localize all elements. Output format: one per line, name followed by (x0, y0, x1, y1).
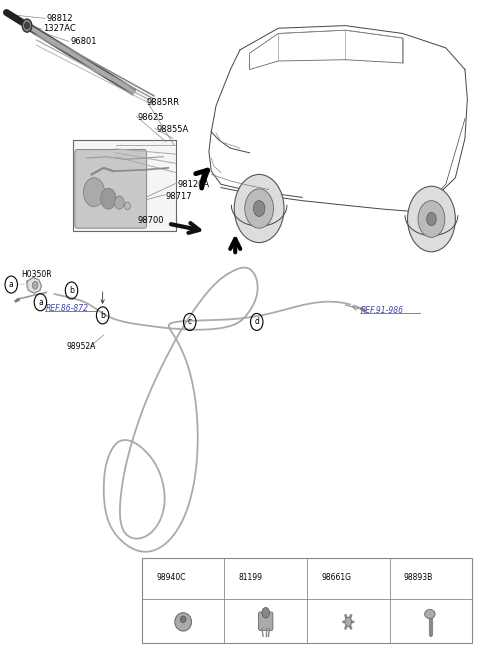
FancyBboxPatch shape (73, 140, 176, 231)
Text: 98855A: 98855A (156, 125, 189, 134)
FancyBboxPatch shape (259, 612, 273, 631)
Text: REF.86-872: REF.86-872 (46, 304, 89, 313)
Text: a: a (38, 298, 43, 307)
FancyBboxPatch shape (75, 150, 147, 228)
Text: c: c (188, 317, 192, 327)
Circle shape (253, 200, 265, 216)
Text: b: b (229, 573, 234, 582)
Text: b: b (69, 286, 74, 295)
FancyArrowPatch shape (349, 624, 351, 628)
Text: c: c (312, 573, 316, 582)
Ellipse shape (175, 613, 192, 631)
Circle shape (32, 281, 38, 289)
Text: 98625: 98625 (137, 113, 164, 122)
Text: 98893B: 98893B (404, 573, 433, 582)
Circle shape (84, 177, 105, 206)
Text: b: b (100, 311, 105, 320)
Text: d: d (254, 317, 259, 327)
Text: 98120A: 98120A (178, 180, 210, 189)
FancyBboxPatch shape (142, 558, 472, 643)
Text: 98717: 98717 (166, 192, 192, 200)
Polygon shape (27, 277, 41, 293)
FancyArrowPatch shape (349, 616, 351, 620)
Text: 1327AC: 1327AC (43, 24, 75, 34)
Text: 98661G: 98661G (322, 573, 351, 582)
Text: 98940C: 98940C (156, 573, 186, 582)
FancyArrowPatch shape (346, 624, 347, 628)
Text: d: d (394, 573, 399, 582)
FancyArrowPatch shape (346, 616, 347, 620)
Circle shape (234, 174, 284, 242)
Text: H0350R: H0350R (21, 270, 51, 279)
Circle shape (345, 618, 352, 627)
Circle shape (418, 200, 445, 237)
Text: 96801: 96801 (70, 37, 96, 46)
Text: 9885RR: 9885RR (147, 98, 180, 107)
Text: 98700: 98700 (137, 215, 164, 225)
Circle shape (408, 186, 456, 252)
Text: 98952A: 98952A (67, 342, 96, 351)
Circle shape (245, 189, 274, 228)
Circle shape (115, 196, 124, 209)
Text: REF.91-986: REF.91-986 (360, 306, 404, 315)
Circle shape (22, 19, 32, 32)
Circle shape (427, 212, 436, 225)
Text: 98812: 98812 (46, 14, 72, 23)
Ellipse shape (425, 610, 435, 619)
Circle shape (125, 202, 131, 210)
Text: a: a (9, 280, 13, 289)
Text: a: a (147, 573, 151, 582)
Text: 81199: 81199 (239, 573, 263, 582)
Circle shape (24, 22, 29, 29)
Circle shape (101, 188, 116, 209)
Circle shape (262, 608, 270, 618)
Ellipse shape (180, 616, 186, 623)
